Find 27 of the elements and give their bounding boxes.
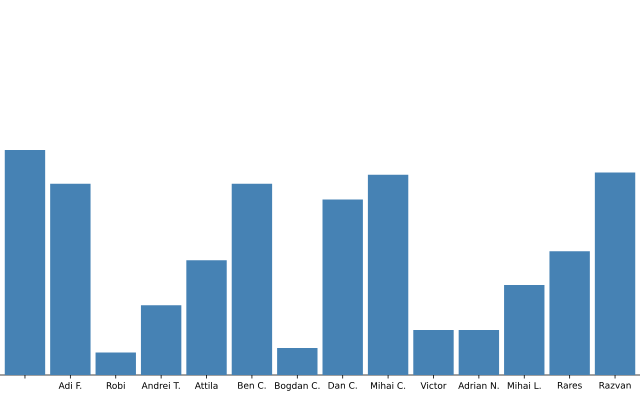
bar — [504, 285, 544, 375]
bar — [368, 174, 408, 375]
bar — [322, 200, 363, 375]
bar — [140, 305, 182, 375]
bar — [458, 330, 500, 375]
bar — [549, 251, 590, 375]
bar — [277, 348, 318, 375]
x-tick-label: Ben C. — [238, 382, 266, 389]
x-tick-label: Mihai C. — [371, 382, 406, 389]
bar — [413, 330, 454, 375]
x-tick-label: Attila — [194, 382, 218, 389]
x-tick-label: Andrei T. — [142, 382, 180, 389]
bar — [50, 184, 91, 375]
x-tick-label: Dan C. — [328, 382, 357, 389]
bar — [594, 172, 636, 375]
x-tick-label: Mihai L. — [508, 382, 541, 389]
bar — [4, 150, 46, 375]
x-tick-label: Robi — [106, 382, 125, 389]
bar — [96, 352, 136, 375]
x-tick-label: Victor — [420, 382, 447, 389]
x-tick-label: Rares — [558, 382, 582, 389]
x-tick-label: Bogdan C. — [275, 382, 320, 391]
bar — [232, 184, 272, 375]
x-tick-label: Razvan — [600, 382, 631, 389]
bar — [186, 260, 227, 375]
x-tick-label: Adi F. — [58, 382, 82, 389]
x-tick-label: Adrian N. — [458, 382, 499, 389]
